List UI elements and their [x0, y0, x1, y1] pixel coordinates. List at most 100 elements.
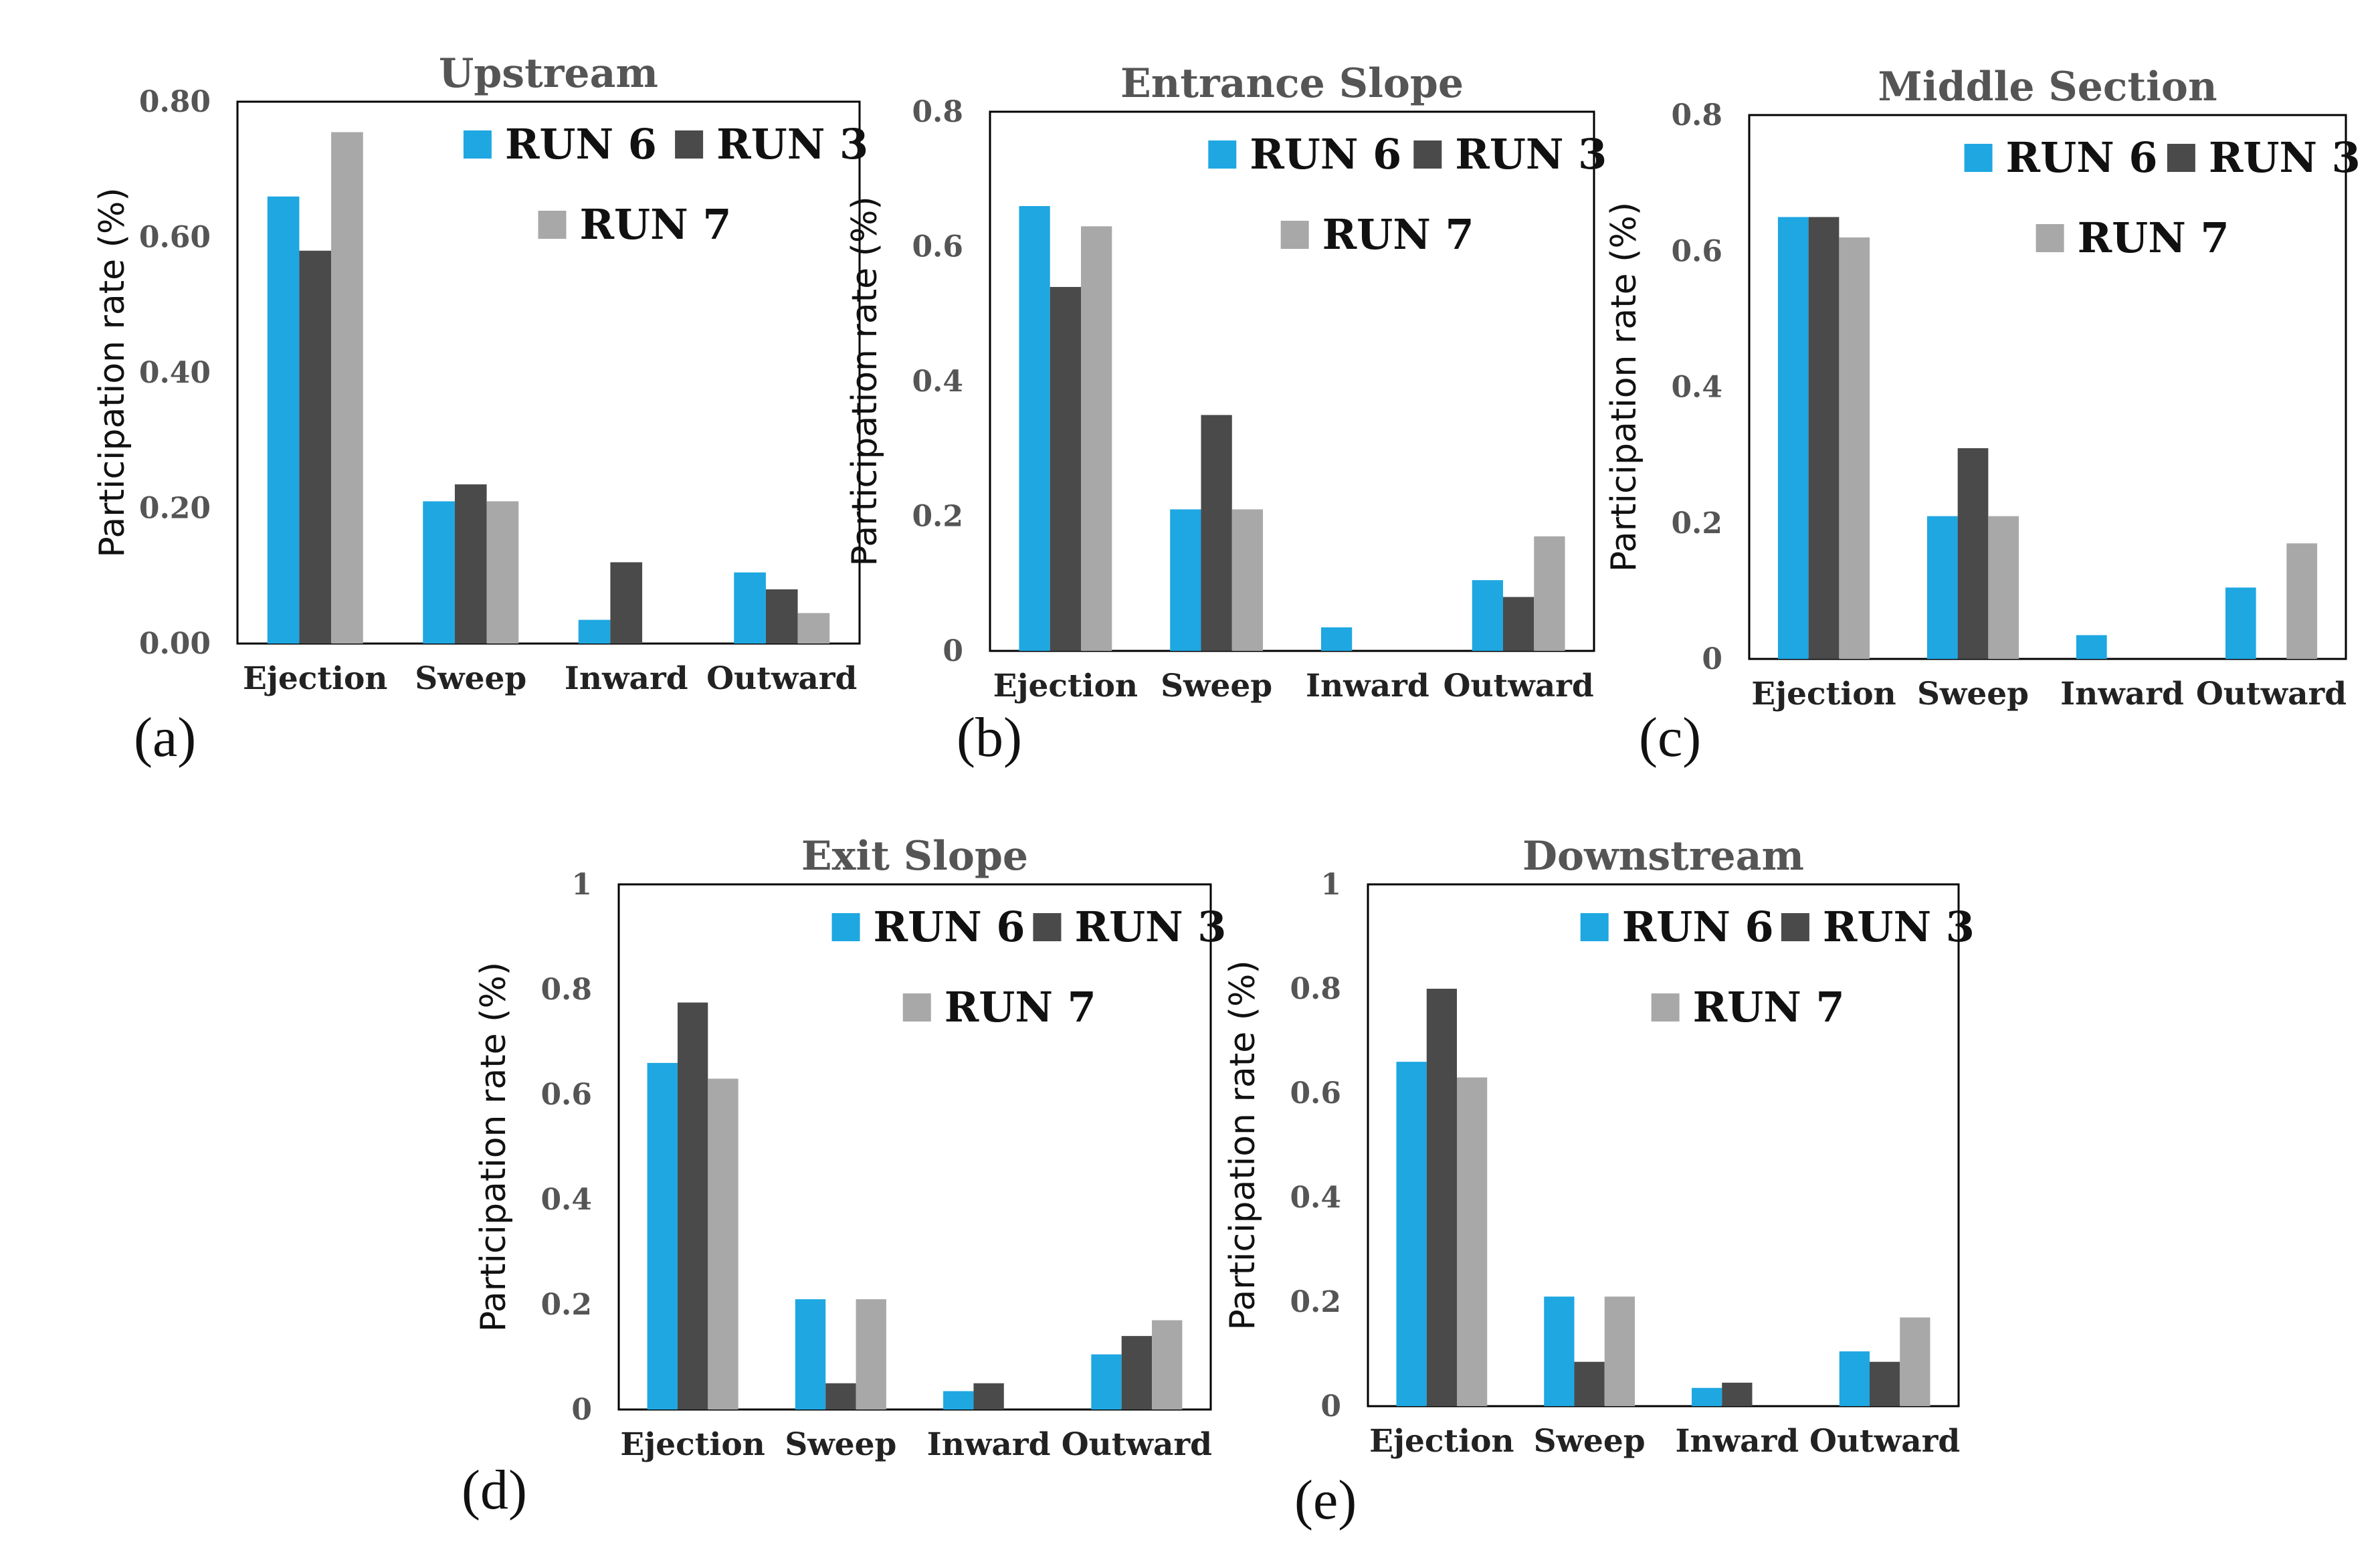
bar-run-3-ejection — [1426, 989, 1458, 1406]
y-tick-label: 0 — [943, 634, 963, 668]
category-label: Ejection — [993, 668, 1138, 704]
bar-run-7-sweep — [1988, 516, 2019, 659]
legend-swatch — [538, 211, 567, 239]
bar-run-3-sweep — [1957, 448, 1989, 659]
category-label: Sweep — [1161, 668, 1272, 704]
bar-run-3-inward — [973, 1383, 1004, 1410]
chart-panel-5: Downstream 0 0.2 0.4 0.6 0.8 1 Participation ra… — [1223, 833, 1975, 1531]
bar-run-7-outward — [1152, 1320, 1183, 1410]
legend-label: RUN 7 — [580, 200, 732, 249]
y-axis-label: Participation rate (%) — [474, 962, 514, 1332]
y-tick-label: 0.2 — [912, 500, 963, 534]
bar-run-6-inward — [943, 1391, 974, 1410]
y-tick-label: 0.8 — [1290, 972, 1341, 1006]
y-tick-label: 0.6 — [1290, 1076, 1341, 1110]
category-label: Sweep — [1917, 676, 2029, 712]
y-tick-label: 0.8 — [912, 95, 963, 129]
bar-run-7-outward — [2286, 543, 2318, 659]
bar-run-6-sweep — [795, 1299, 826, 1410]
legend-label: RUN 3 — [1455, 130, 1607, 179]
bar-run-6-sweep — [1544, 1296, 1575, 1406]
chart-title: Entrance Slope — [1120, 60, 1464, 107]
bar-run-7-outward — [1900, 1317, 1930, 1406]
y-tick-label: 0.8 — [1671, 98, 1722, 132]
chart-panel-4: Exit Slope 0 0.2 0.4 0.6 0.8 1 Participation ra… — [462, 833, 1226, 1521]
legend-swatch — [1651, 993, 1680, 1022]
y-tick-label: 0.00 — [139, 627, 211, 661]
bar-run-7-ejection — [708, 1078, 738, 1410]
bar-run-3-outward — [1121, 1336, 1153, 1410]
bar-run-6-sweep — [423, 501, 455, 644]
category-label: Outward — [2196, 676, 2347, 712]
legend-label: RUN 6 — [2006, 133, 2158, 182]
y-tick-label: 0.2 — [540, 1288, 592, 1322]
bar-run-7-ejection — [331, 132, 363, 644]
y-tick-label: 0.4 — [540, 1183, 592, 1217]
legend-label: RUN 7 — [945, 983, 1096, 1032]
bar-run-6-inward — [1691, 1387, 1722, 1406]
legend-label: RUN 7 — [1322, 210, 1474, 259]
category-label: Outward — [1443, 668, 1593, 704]
category-label: Inward — [927, 1426, 1051, 1463]
legend-label: RUN 6 — [1622, 902, 1774, 951]
y-axis-label: Participation rate (%) — [1223, 960, 1263, 1330]
bar-run-3-ejection — [299, 250, 332, 644]
legend-label: RUN 3 — [716, 120, 868, 169]
y-tick-label: 0.40 — [139, 356, 211, 390]
chart-title: Exit Slope — [801, 833, 1028, 880]
panel-label: (e) — [1294, 1469, 1357, 1531]
category-label: Inward — [565, 660, 688, 697]
bar-run-7-ejection — [1457, 1077, 1488, 1406]
bar-run-3-outward — [765, 589, 798, 644]
y-tick-label: 0.60 — [139, 221, 211, 255]
chart-panel-3: Middle Section 0 0.2 0.4 0.6 0.8 Participation… — [1604, 64, 2361, 769]
panel-label: (b) — [957, 706, 1022, 769]
legend-swatch — [831, 913, 860, 941]
bar-run-6-outward — [1472, 580, 1503, 651]
legend-swatch — [1964, 144, 1993, 172]
legend-swatch — [2036, 224, 2064, 252]
bar-run-3-inward — [1722, 1382, 1753, 1406]
category-label: Sweep — [785, 1426, 896, 1463]
category-label: Inward — [1306, 668, 1429, 704]
legend-swatch — [2167, 144, 2195, 172]
category-label: Ejection — [620, 1426, 765, 1463]
category-label: Inward — [1676, 1423, 1799, 1460]
bar-run-3-ejection — [677, 1002, 708, 1410]
y-tick-label: 0 — [1702, 642, 1722, 676]
legend-swatch — [675, 130, 704, 159]
y-tick-label: 1 — [1320, 868, 1341, 902]
plot-frame — [989, 110, 1595, 652]
category-label: Sweep — [415, 660, 526, 697]
legend-swatch — [463, 130, 492, 159]
y-axis-label: Participation rate (%) — [845, 196, 885, 566]
bar-run-3-sweep — [1201, 415, 1232, 651]
y-tick-label: 0.2 — [1290, 1285, 1341, 1319]
legend-label: RUN 3 — [1823, 902, 1975, 951]
plot-frame — [1367, 883, 1960, 1408]
bar-run-6-ejection — [1396, 1062, 1427, 1406]
category-label: Outward — [1809, 1423, 1960, 1460]
category-label: Inward — [2060, 676, 2184, 712]
legend-swatch — [1580, 913, 1609, 941]
bar-run-7-ejection — [1081, 226, 1112, 651]
y-tick-label: 0.6 — [1671, 234, 1722, 268]
bar-run-6-ejection — [267, 196, 300, 644]
y-tick-label: 0.6 — [912, 230, 963, 264]
y-tick-label: 0.20 — [139, 492, 211, 526]
bar-run-3-inward — [610, 562, 643, 644]
plot-frame — [236, 100, 861, 645]
bar-run-6-ejection — [1777, 217, 1809, 659]
bar-run-6-inward — [2076, 635, 2107, 659]
y-tick-label: 0.2 — [1671, 506, 1722, 541]
bar-run-6-outward — [1091, 1354, 1122, 1410]
chart-title: Upstream — [439, 50, 658, 97]
y-axis-label: Participation rate (%) — [1604, 202, 1644, 572]
legend-label: RUN 3 — [2209, 133, 2361, 182]
category-label: Sweep — [1534, 1423, 1646, 1460]
y-tick-label: 1 — [571, 868, 592, 902]
panel-label: (d) — [462, 1459, 527, 1521]
bar-run-3-sweep — [825, 1383, 856, 1410]
legend-label: RUN 6 — [874, 902, 1025, 951]
